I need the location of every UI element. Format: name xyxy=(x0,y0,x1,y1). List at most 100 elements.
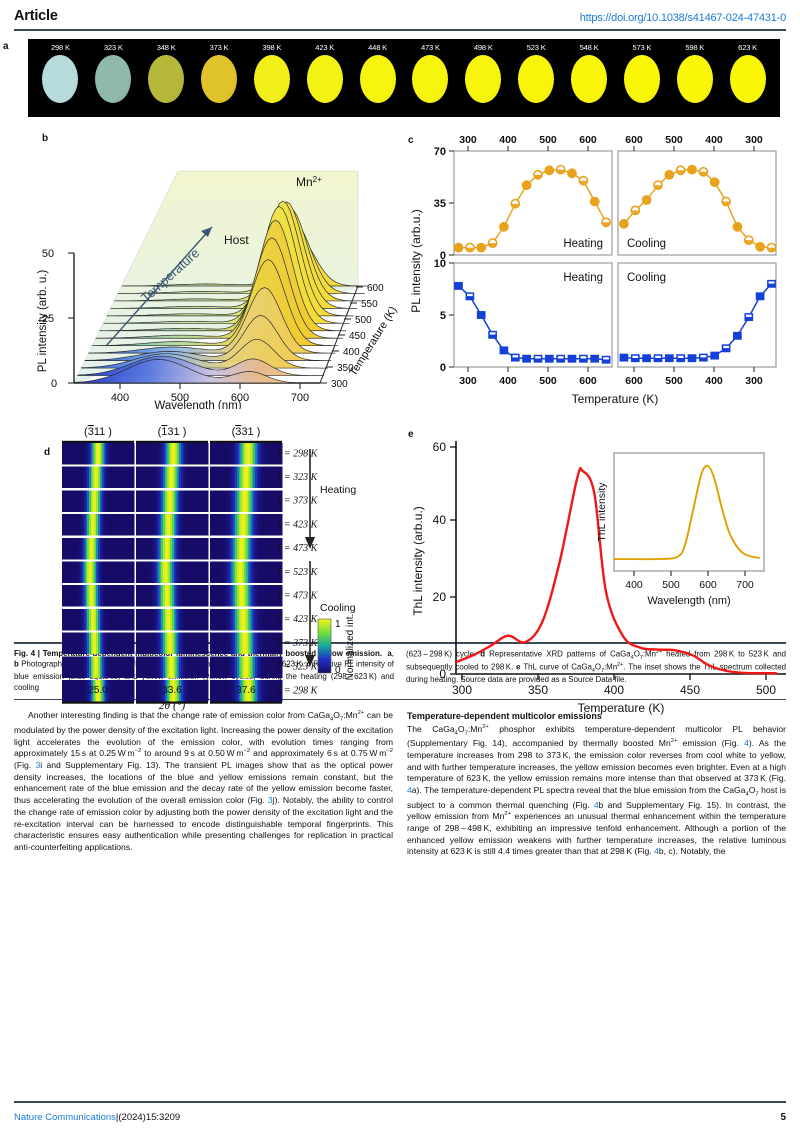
marker-half xyxy=(631,210,640,215)
marker-half xyxy=(556,169,565,174)
footer-volume: (2024)15:3209 xyxy=(118,1112,181,1123)
panel-c-bot-xtick-300r: 300 xyxy=(745,375,763,387)
panel-c-ytick-bot-10: 10 xyxy=(434,258,446,270)
photo-cell: 498 K xyxy=(457,43,510,104)
xrd-tile xyxy=(136,490,209,513)
marker-half xyxy=(699,171,708,177)
panel-b-ytick-0: 0 xyxy=(51,378,57,390)
panel-b-xtick-700: 700 xyxy=(291,392,309,404)
header-article-label: Article xyxy=(14,8,58,24)
photo-cell: 473 K xyxy=(404,43,457,104)
panel-d-hkl-3: (331 ) xyxy=(232,426,261,438)
panel-b-ytick-25: 25 xyxy=(42,313,54,325)
caption-right-column: (623 – 298 K) cycle. d Representative XR… xyxy=(406,648,787,685)
xrd-tile xyxy=(62,537,135,560)
photo-cell-temperature: 398 K xyxy=(262,43,282,53)
panel-e-label: e xyxy=(408,429,414,441)
panel-c-pl-intensity: c Heating Cooling Heating Cooling xyxy=(406,131,800,411)
panel-e-inset-xtick-700: 700 xyxy=(736,579,754,591)
marker-half xyxy=(466,296,474,300)
panel-d-row-label: T = 323 K xyxy=(276,472,319,483)
panel-d-hkl-1: (311 ) xyxy=(84,426,112,438)
photo-cell-temperature: 448 K xyxy=(368,43,388,53)
marker-half xyxy=(477,314,485,319)
phosphor-disc xyxy=(306,55,343,104)
panel-b-label: b xyxy=(42,133,49,145)
panel-c-top-xtick-500r: 500 xyxy=(665,134,683,146)
marker-half xyxy=(665,358,673,362)
panel-c-ytick-top-35: 35 xyxy=(434,198,446,210)
xrd-tile xyxy=(210,656,283,678)
marker-half xyxy=(744,240,753,245)
photo-cell-temperature: 498 K xyxy=(473,43,493,53)
marker-half xyxy=(590,201,599,206)
marker-half xyxy=(511,357,519,361)
panel-c-label: c xyxy=(408,135,414,147)
xrd-tile xyxy=(136,561,209,584)
marker-half xyxy=(653,185,663,190)
marker-half xyxy=(545,170,554,175)
xrd-tile xyxy=(136,466,209,489)
footer-page-number: 5 xyxy=(780,1112,786,1123)
photo-cell-temperature: 373 K xyxy=(209,43,229,53)
panel-b-ytick-50: 50 xyxy=(42,248,54,260)
xrd-tile xyxy=(210,561,283,584)
photo-cell: 298 K xyxy=(34,43,87,104)
body-right-paragraph: The CaGa4O7:Mn2+ phosphor exhibits tempe… xyxy=(407,723,787,857)
panel-b-xtick-500: 500 xyxy=(171,392,189,404)
panel-e-xtick-400: 400 xyxy=(604,683,624,697)
header-doi-link[interactable]: https://doi.org/10.1038/s41467-024-47431… xyxy=(579,12,786,24)
panel-d-row-label: T = 423 K xyxy=(276,520,319,531)
phosphor-disc xyxy=(148,55,185,104)
footer-journal-name[interactable]: Nature Communications xyxy=(14,1112,116,1123)
panel-b-ylabel: PL intensity (arb. u.) xyxy=(37,270,49,373)
panel-b-xtick-600: 600 xyxy=(231,392,249,404)
photo-cell-temperature: 548 K xyxy=(579,43,599,53)
marker-half xyxy=(620,357,628,361)
panel-b-ztick-500: 500 xyxy=(355,315,372,326)
page-footer: Nature Communications|(2024)15:3209 5 xyxy=(14,1112,786,1123)
photo-cell: 623 K xyxy=(721,43,774,104)
xrd-tile xyxy=(210,609,283,631)
marker-half xyxy=(477,247,486,252)
phosphor-disc xyxy=(412,55,449,104)
xrd-tile xyxy=(136,656,209,678)
header-divider xyxy=(14,29,786,32)
panel-c-xlabel: Temperature (K) xyxy=(572,392,659,406)
xrd-tile xyxy=(210,466,283,489)
marker-half xyxy=(767,283,776,288)
photo-cell-temperature: 298 K xyxy=(51,43,70,53)
body-right-heading: Temperature-dependent multicolor emissio… xyxy=(407,711,602,722)
panel-d-heating-label: Heating xyxy=(320,484,356,496)
photo-cell: 448 K xyxy=(351,43,404,104)
phosphor-disc xyxy=(95,55,132,104)
marker-half xyxy=(665,174,674,180)
photo-cell: 573 K xyxy=(615,43,668,104)
xrd-tile xyxy=(136,680,209,702)
panel-c-top-xtick-500: 500 xyxy=(539,134,557,146)
marker-half xyxy=(579,358,587,363)
panel-e-thl-curve-path xyxy=(454,467,778,675)
xrd-tile xyxy=(62,561,135,584)
panel-c-top-xtick-300: 300 xyxy=(459,134,477,146)
marker-half xyxy=(756,246,765,252)
panel-e-ylabel: ThL intensity (arb.u.) xyxy=(411,506,425,616)
body-left-column: Another interesting finding is that the … xyxy=(14,710,393,858)
marker-half xyxy=(676,170,685,175)
panel-e-ytick-60: 60 xyxy=(433,440,447,454)
panel-b-ztick-300: 300 xyxy=(331,379,348,390)
panel-c-top-xtick-600: 600 xyxy=(579,134,597,146)
phosphor-disc xyxy=(571,55,608,104)
marker-half xyxy=(499,226,508,232)
panel-b-plot: Temperature Host Mn2+ 0 25 50 400 500 60… xyxy=(37,170,400,412)
body-left-paragraph: Another interesting finding is that the … xyxy=(14,710,393,852)
marker-half xyxy=(733,226,742,232)
panel-c-plot: Heating Cooling Heating Cooling 300 400 … xyxy=(409,134,777,406)
footer-journal-info: Nature Communications|(2024)15:3209 xyxy=(14,1112,180,1123)
xrd-tile xyxy=(62,490,135,513)
marker-half xyxy=(557,358,565,363)
phosphor-disc xyxy=(253,55,290,104)
body-right-column: Temperature-dependent multicolor emissio… xyxy=(407,710,786,858)
photo-cell-temperature: 473 K xyxy=(421,43,440,53)
